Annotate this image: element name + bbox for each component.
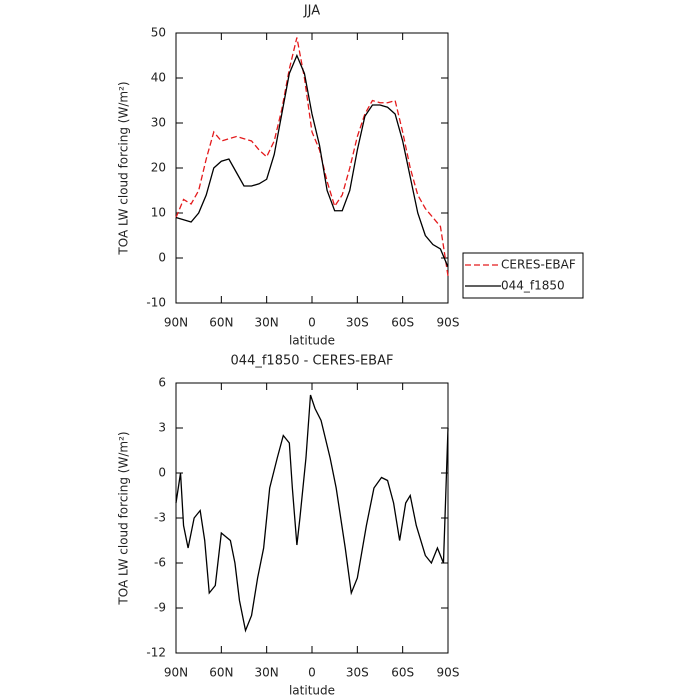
y-tick-label: 3 xyxy=(158,421,166,435)
y-tick-label: -6 xyxy=(154,556,166,570)
x-tick-label: 90S xyxy=(437,316,460,330)
x-tick-label: 30N xyxy=(255,666,279,680)
y-tick-label: 50 xyxy=(151,26,166,40)
y-tick-label: 0 xyxy=(158,251,166,265)
legend-box xyxy=(462,252,584,299)
y-tick-label: 10 xyxy=(151,206,166,220)
x-tick-label: 30N xyxy=(255,316,279,330)
y-tick-label: 30 xyxy=(151,116,166,130)
legend-label: 044_f1850 xyxy=(501,279,565,293)
x-axis-label: latitude xyxy=(289,334,335,348)
x-tick-label: 90S xyxy=(437,666,460,680)
x-axis-label: latitude xyxy=(289,684,335,698)
y-tick-label: 6 xyxy=(158,376,166,390)
data-line xyxy=(175,37,449,277)
data-line xyxy=(175,53,449,268)
x-tick-label: 60N xyxy=(209,316,233,330)
chart-title: JJA xyxy=(303,4,320,19)
chart-title: 044_f1850 - CERES-EBAF xyxy=(231,354,394,369)
x-tick-label: 30S xyxy=(346,316,369,330)
x-tick-label: 30S xyxy=(346,666,369,680)
data-line xyxy=(175,394,449,633)
x-tick-label: 90N xyxy=(164,316,188,330)
x-tick-label: 60S xyxy=(391,316,414,330)
x-tick-label: 90N xyxy=(164,666,188,680)
y-axis-label: TOA LW cloud forcing (W/m²) xyxy=(117,431,131,605)
y-tick-label: -12 xyxy=(146,646,166,660)
y-tick-label: 20 xyxy=(151,161,166,175)
y-tick-label: -10 xyxy=(146,296,166,310)
plot-frame xyxy=(175,32,449,304)
x-tick-label: 0 xyxy=(308,666,316,680)
x-tick-label: 60N xyxy=(209,666,233,680)
y-tick-label: 0 xyxy=(158,466,166,480)
x-tick-label: 60S xyxy=(391,666,414,680)
plot-frame xyxy=(175,382,449,654)
x-tick-label: 0 xyxy=(308,316,316,330)
legend-label: CERES-EBAF xyxy=(501,258,576,272)
y-tick-label: -3 xyxy=(154,511,166,525)
y-tick-label: 40 xyxy=(151,71,166,85)
y-tick-label: -9 xyxy=(154,601,166,615)
y-axis-label: TOA LW cloud forcing (W/m²) xyxy=(117,81,131,255)
